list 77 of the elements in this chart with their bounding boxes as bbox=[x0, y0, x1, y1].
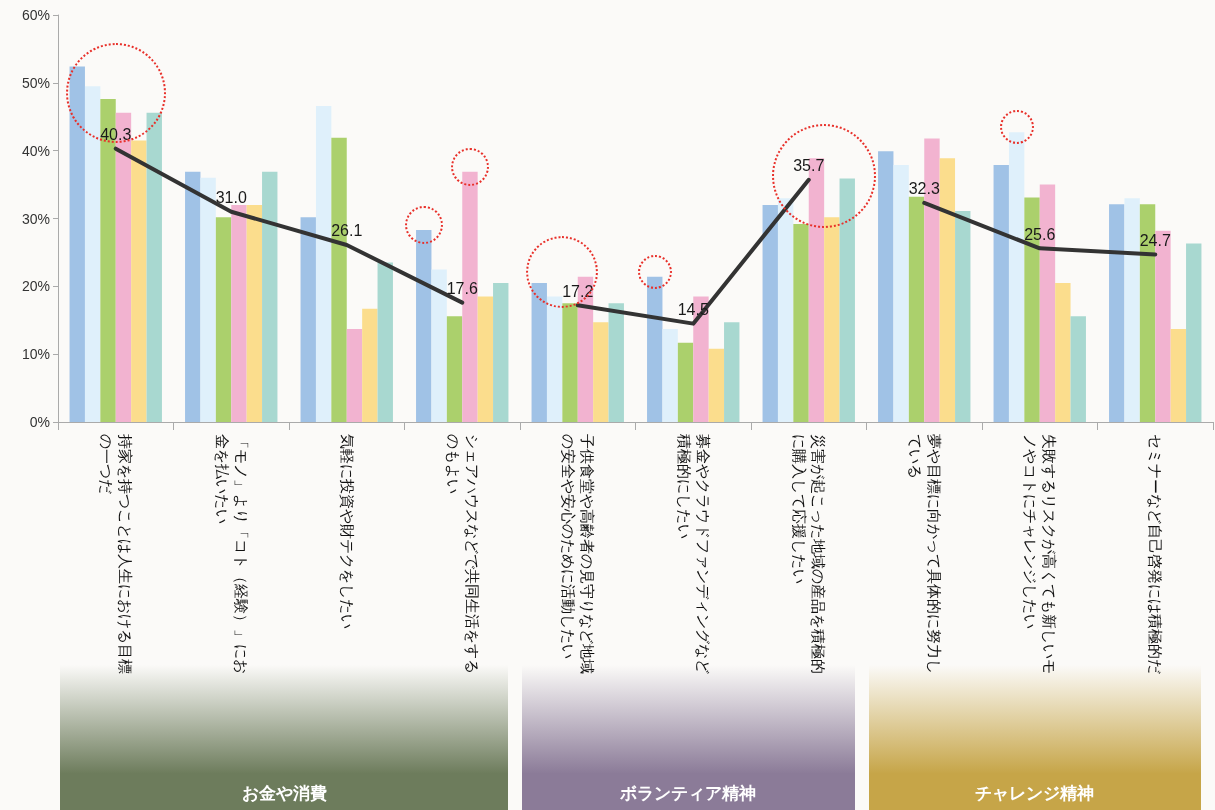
bar bbox=[993, 164, 1009, 422]
bar bbox=[593, 322, 609, 422]
bar bbox=[608, 303, 624, 422]
bar bbox=[708, 348, 725, 422]
bar bbox=[662, 329, 678, 422]
data-label: 31.0 bbox=[215, 189, 247, 207]
bar bbox=[531, 282, 547, 422]
data-label: 25.6 bbox=[1024, 225, 1056, 243]
data-label: 35.7 bbox=[793, 157, 825, 175]
y-tick-label: 50% bbox=[21, 74, 50, 91]
x-tick-label: 夢や目標に向かって具体的に努力している bbox=[905, 434, 943, 674]
x-tick-label: 持家を持つことは人生における目標の一つだ bbox=[97, 434, 135, 674]
bar bbox=[724, 322, 740, 422]
y-tick-label: 0% bbox=[29, 414, 50, 430]
bar bbox=[185, 171, 201, 422]
bar bbox=[1109, 204, 1125, 422]
bar bbox=[315, 105, 332, 422]
x-tick-label: 気軽に投資や財テクをしたい bbox=[337, 434, 356, 629]
data-label: 40.3 bbox=[100, 126, 132, 144]
x-tick-label: シェアハウスなどで共同生活をするのもよい bbox=[443, 434, 481, 674]
bar bbox=[262, 171, 278, 422]
bar bbox=[131, 140, 147, 422]
text: お金や消費 bbox=[240, 782, 328, 804]
x-tick-label: 災害が起こった地域の産品を積極的に購入して応援したい bbox=[790, 434, 828, 674]
y-tick-label: 20% bbox=[21, 278, 50, 295]
bar bbox=[939, 158, 956, 422]
y-tick-label: 60% bbox=[21, 7, 50, 23]
bar bbox=[431, 269, 447, 422]
bar bbox=[246, 204, 263, 422]
y-tick-label: 40% bbox=[21, 142, 50, 159]
y-tick-label: 30% bbox=[21, 210, 50, 227]
bar bbox=[839, 178, 855, 422]
text: ボランティア精神 bbox=[619, 782, 758, 804]
bar bbox=[955, 211, 971, 422]
bar bbox=[200, 177, 216, 422]
data-label: 32.3 bbox=[908, 180, 940, 198]
x-tick-label: 「モノ」より「コト（経験）」にお金を払いたい bbox=[212, 434, 250, 674]
bar bbox=[546, 296, 563, 422]
bar bbox=[215, 217, 232, 422]
bar bbox=[477, 296, 494, 422]
bar bbox=[362, 308, 378, 422]
data-label: 26.1 bbox=[331, 222, 363, 240]
bar bbox=[677, 342, 694, 422]
bar bbox=[69, 66, 85, 422]
x-tick-label: 子供食堂や高齢者の見守りなど地域の安全や安心のために活動したい bbox=[559, 434, 597, 674]
data-label: 17.2 bbox=[562, 282, 594, 300]
bar bbox=[493, 282, 509, 422]
bar bbox=[878, 151, 894, 422]
bar bbox=[1070, 316, 1086, 422]
bar bbox=[908, 196, 925, 422]
bar bbox=[377, 262, 393, 422]
bar bbox=[300, 217, 316, 422]
bar bbox=[824, 217, 840, 422]
bar bbox=[84, 86, 101, 422]
bar bbox=[446, 316, 463, 422]
bar bbox=[146, 112, 162, 422]
bar bbox=[777, 198, 794, 422]
bar bbox=[647, 276, 663, 422]
bar bbox=[1055, 282, 1071, 422]
bar bbox=[231, 204, 247, 422]
data-label: 17.6 bbox=[446, 280, 478, 298]
bar bbox=[562, 303, 578, 422]
data-label: 24.7 bbox=[1139, 231, 1171, 249]
x-tick-label: 失敗するリスクが高くても新しいモノやコトにチャレンジしたい bbox=[1021, 434, 1059, 674]
x-tick-label: セミナーなど自己啓発には積極的だ bbox=[1146, 434, 1165, 674]
bar bbox=[793, 223, 809, 422]
bar bbox=[1008, 132, 1025, 422]
bar bbox=[416, 230, 432, 422]
bar bbox=[762, 204, 778, 422]
bar bbox=[1186, 243, 1202, 422]
bar bbox=[893, 164, 909, 422]
bar bbox=[1124, 198, 1140, 422]
bar bbox=[346, 329, 363, 422]
y-tick-label: 10% bbox=[21, 346, 50, 363]
bar bbox=[1170, 329, 1187, 422]
x-tick-label: 募金やクラウドファンディングなど積極的にしたい bbox=[674, 434, 712, 674]
text: チャレンジ精神 bbox=[974, 782, 1096, 804]
